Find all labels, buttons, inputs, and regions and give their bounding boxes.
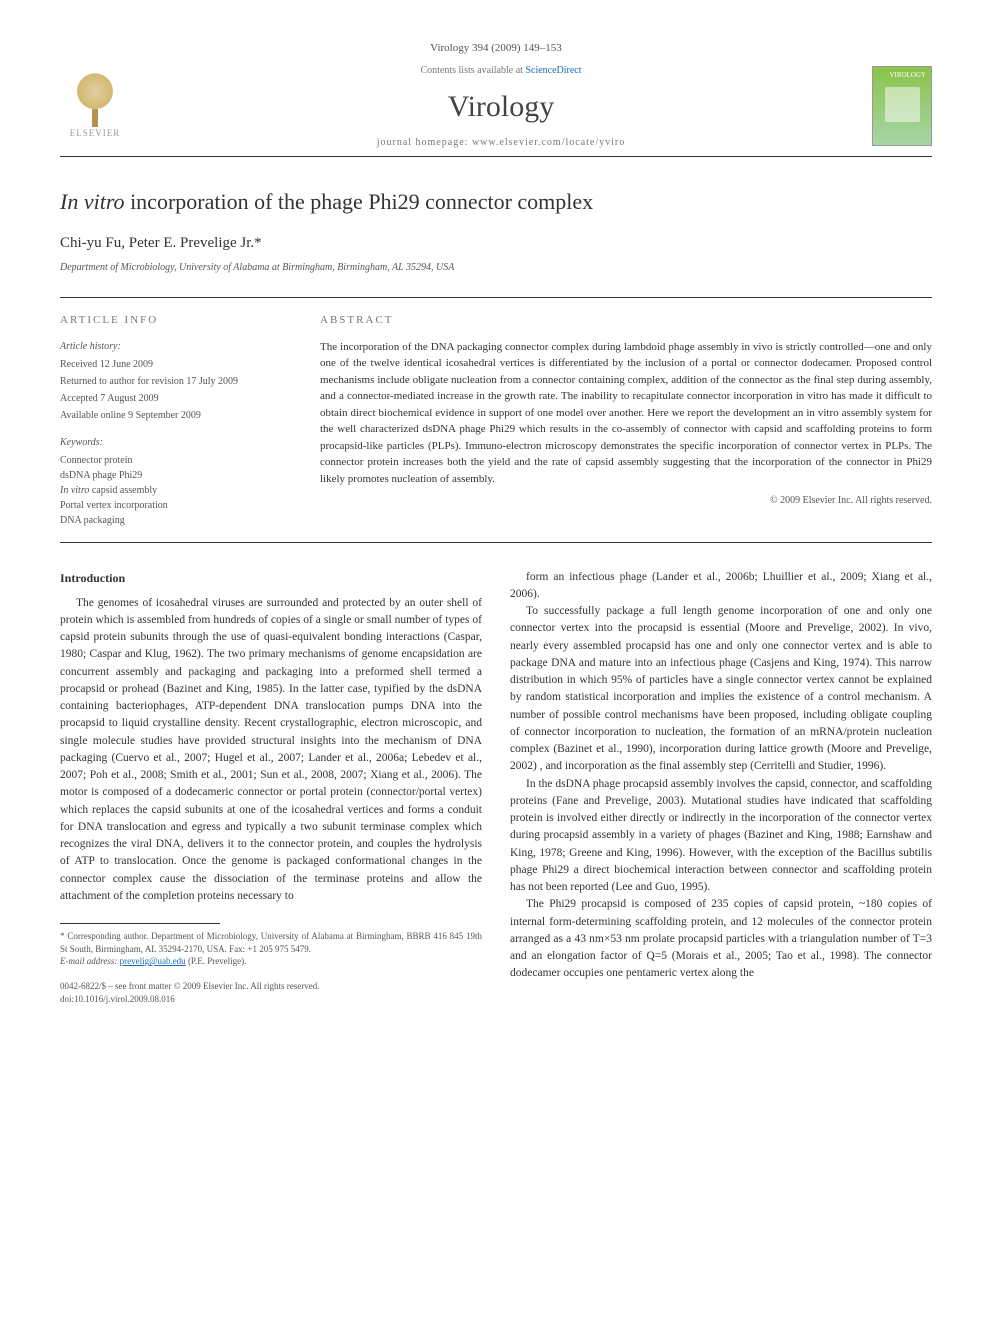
email-person: (P.E. Prevelige). (188, 956, 247, 966)
abstract-heading: abstract (320, 312, 932, 329)
keyword: Connector protein (60, 453, 290, 468)
abstract-block: abstract The incorporation of the DNA pa… (320, 312, 932, 528)
body-columns: Introduction The genomes of icosahedral … (60, 569, 932, 1007)
header-center: Contents lists available at ScienceDirec… (130, 63, 872, 150)
keyword: DNA packaging (60, 513, 290, 528)
elsevier-tree-icon (70, 72, 120, 127)
keyword: In vitro capsid assembly (60, 483, 290, 498)
article-info-block: article info Article history: Received 1… (60, 312, 290, 528)
title-rest: incorporation of the phage Phi29 connect… (125, 189, 594, 214)
body-paragraph: The Phi29 procapsid is composed of 235 c… (510, 896, 932, 982)
cover-thumb-image (885, 87, 920, 122)
affiliation: Department of Microbiology, University o… (60, 260, 932, 275)
authors: Chi-yu Fu, Peter E. Prevelige Jr.* (60, 232, 932, 255)
body-paragraph: In the dsDNA phage procapsid assembly in… (510, 776, 932, 897)
publisher-name: ELSEVIER (70, 127, 121, 141)
issn-line: 0042-6822/$ – see front matter © 2009 El… (60, 980, 482, 994)
title-italic: In vitro (60, 189, 125, 214)
corresponding-footnote: * Corresponding author. Department of Mi… (60, 930, 482, 955)
email-footnote: E-mail address: prevelig@uab.edu (P.E. P… (60, 955, 482, 968)
contents-prefix: Contents lists available at (420, 65, 525, 76)
body-paragraph: To successfully package a full length ge… (510, 603, 932, 776)
cover-thumb-title: VIROLOGY (876, 70, 928, 81)
journal-header: Virology 394 (2009) 149–153 ELSEVIER Con… (60, 40, 932, 157)
footnote-separator (60, 923, 220, 924)
corr-text: * Corresponding author. Department of Mi… (60, 931, 482, 954)
received-date: Received 12 June 2009 (60, 357, 290, 372)
journal-reference: Virology 394 (2009) 149–153 (60, 40, 932, 57)
article-title: In vitro incorporation of the phage Phi2… (60, 185, 932, 218)
doi-block: 0042-6822/$ – see front matter © 2009 El… (60, 980, 482, 1007)
homepage-line: journal homepage: www.elsevier.com/locat… (130, 135, 872, 150)
elsevier-logo: ELSEVIER (60, 66, 130, 146)
email-link[interactable]: prevelig@uab.edu (120, 956, 186, 966)
doi-line: doi:10.1016/j.virol.2009.08.016 (60, 993, 482, 1007)
homepage-url: www.elsevier.com/locate/yviro (472, 137, 625, 148)
introduction-heading: Introduction (60, 569, 482, 587)
journal-cover-thumb: VIROLOGY (872, 66, 932, 146)
body-paragraph: form an infectious phage (Lander et al.,… (510, 569, 932, 604)
returned-date: Returned to author for revision 17 July … (60, 374, 290, 389)
article-info-heading: article info (60, 312, 290, 329)
online-date: Available online 9 September 2009 (60, 408, 290, 423)
contents-line: Contents lists available at ScienceDirec… (130, 63, 872, 78)
keyword: Portal vertex incorporation (60, 498, 290, 513)
accepted-date: Accepted 7 August 2009 (60, 391, 290, 406)
homepage-prefix: journal homepage: (377, 137, 472, 148)
email-label: E-mail address: (60, 956, 117, 966)
abstract-copyright: © 2009 Elsevier Inc. All rights reserved… (320, 493, 932, 508)
journal-title: Virology (130, 84, 872, 129)
sciencedirect-link[interactable]: ScienceDirect (525, 65, 581, 76)
keywords-label: Keywords: (60, 435, 290, 450)
right-column: form an infectious phage (Lander et al.,… (510, 569, 932, 1007)
body-paragraph: The genomes of icosahedral viruses are s… (60, 595, 482, 906)
abstract-text: The incorporation of the DNA packaging c… (320, 339, 932, 488)
keyword: dsDNA phage Phi29 (60, 468, 290, 483)
corresponding-star-icon: * (254, 235, 262, 251)
header-row: ELSEVIER Contents lists available at Sci… (60, 63, 932, 150)
article-meta-row: article info Article history: Received 1… (60, 297, 932, 543)
left-column: Introduction The genomes of icosahedral … (60, 569, 482, 1007)
author-names: Chi-yu Fu, Peter E. Prevelige Jr. (60, 235, 254, 251)
history-label: Article history: (60, 339, 290, 354)
